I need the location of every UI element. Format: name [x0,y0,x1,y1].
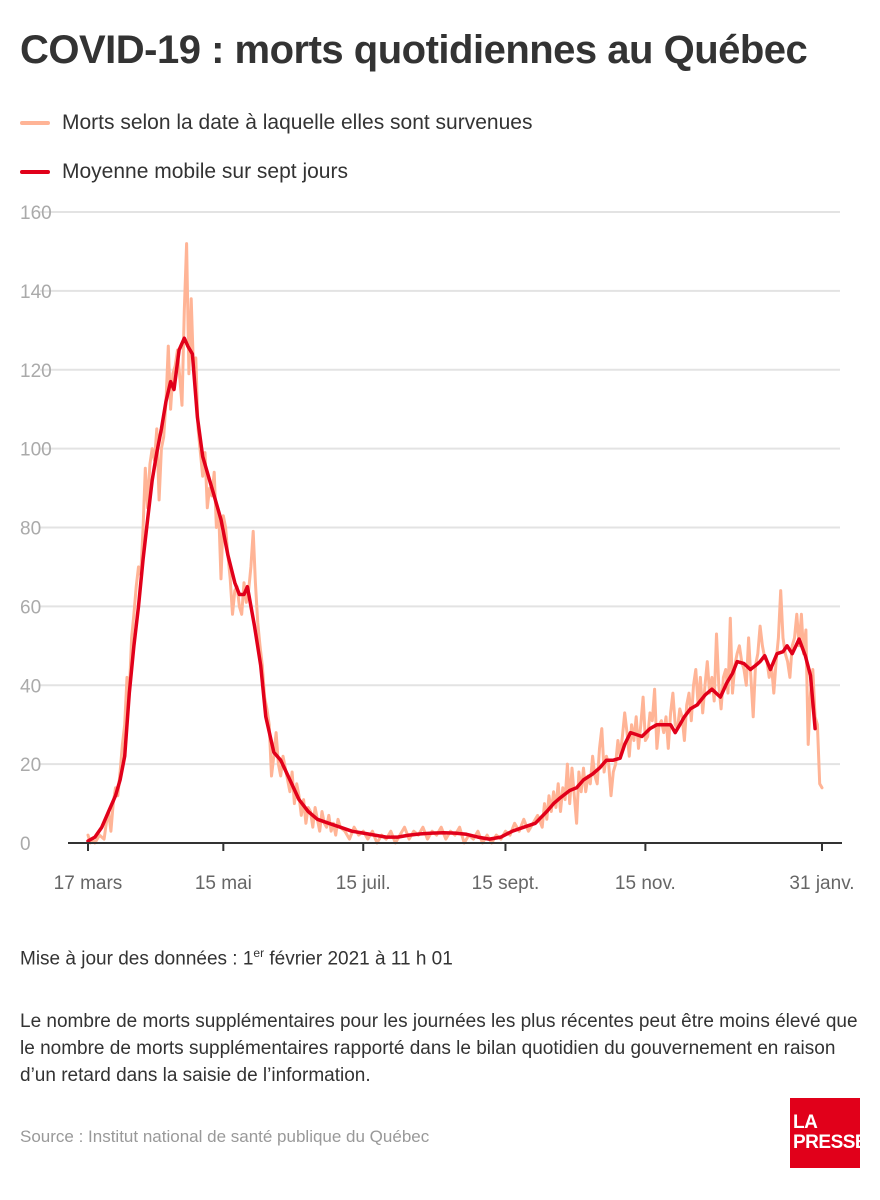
y-tick-label: 0 [20,834,31,855]
y-tick-label: 100 [20,440,52,461]
update-prefix: Mise à jour des données : 1 [20,948,254,970]
legend-item-daily-deaths: Morts selon la date à laquelle elles son… [20,111,532,135]
logo-line1: LA [793,1112,818,1133]
y-tick-label: 40 [20,676,41,697]
data-note: Le nombre de morts supplémentaires pour … [20,1011,858,1086]
legend-item-moving-average: Moyenne mobile sur sept jours [20,160,348,184]
x-tick-label: 15 nov. [615,873,676,894]
x-tick-label: 31 janv. [789,873,854,894]
y-tick-label: 140 [20,282,52,303]
series-moving-average-line [86,336,817,843]
update-sup: er [253,946,265,960]
x-tick-label: 15 juil. [336,873,391,894]
legend-label-average: Moyenne mobile sur sept jours [62,160,348,183]
update-suffix: février 2021 à 11 h 01 [264,948,453,970]
x-tick-label: 15 sept. [472,873,540,894]
y-tick-label: 20 [20,755,41,776]
logo-line2: PRESSE [793,1132,868,1153]
x-tick-label: 17 mars [54,873,123,894]
legend-label-daily: Morts selon la date à laquelle elles son… [62,111,533,134]
chart-title: COVID-19 : morts quotidiennes au Québec [20,28,808,72]
series-daily-deaths-line [86,242,824,845]
la-presse-logo: LA PRESSE [790,1098,868,1168]
source-credit: Source : Institut national de santé publ… [20,1127,430,1146]
y-tick-label: 80 [20,519,41,540]
line-chart: 0 20 40 60 80 100 120 140 160 17 mars 15 mai 15 jui… [20,203,855,894]
legend-swatch-daily [20,121,50,125]
update-timestamp: Mise à jour des données : 1er février 20… [20,946,453,970]
y-tick-label: 160 [20,203,52,224]
x-tick-label: 15 mai [195,873,252,894]
legend-swatch-average [20,170,50,174]
y-tick-label: 60 [20,597,41,618]
y-tick-label: 120 [20,361,52,382]
